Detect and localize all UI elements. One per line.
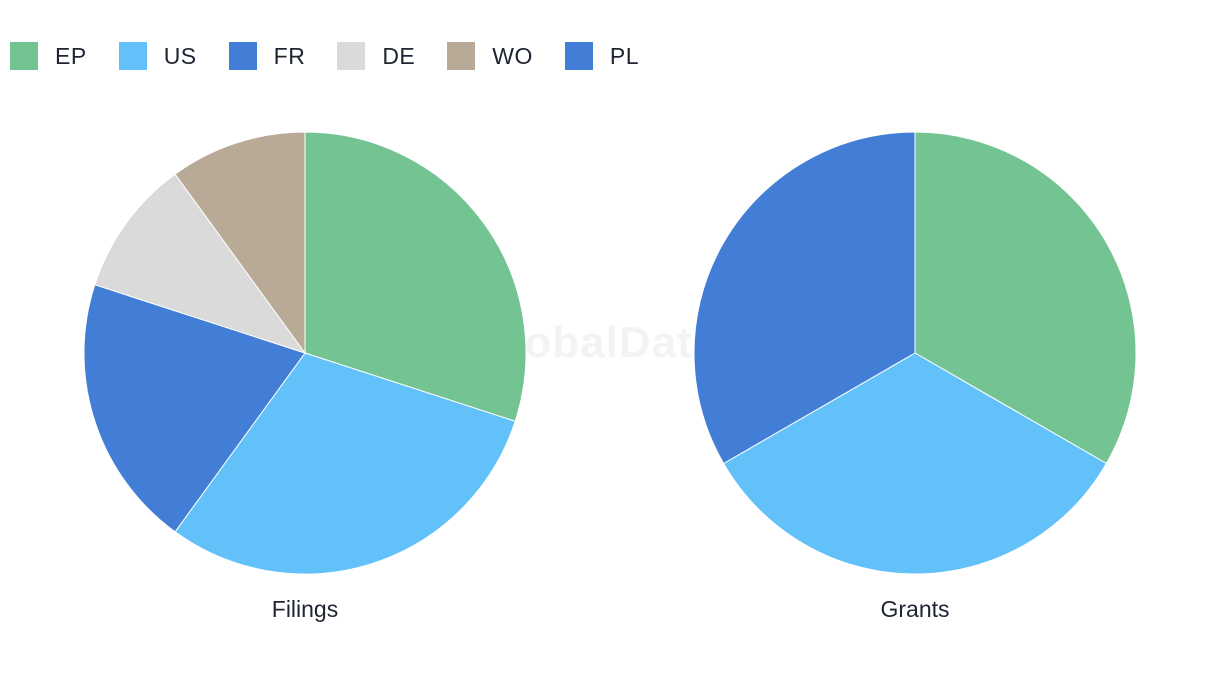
pie-title-grants: Grants bbox=[880, 596, 949, 622]
pie-slice-filings-ep[interactable] bbox=[304, 131, 527, 422]
pie-slice-grants-us[interactable] bbox=[722, 352, 1108, 575]
legend-swatch-pl bbox=[564, 42, 593, 70]
pie-slice-filings-de[interactable] bbox=[94, 173, 307, 354]
pie-chart-filings bbox=[83, 131, 527, 575]
legend-label-pl: PL bbox=[609, 42, 640, 69]
pie-slice-grants-ep[interactable] bbox=[914, 131, 1137, 465]
legend-label-us: US bbox=[163, 42, 197, 69]
legend-label-de: DE bbox=[382, 42, 416, 69]
legend-item-wo[interactable]: WO bbox=[447, 42, 533, 70]
pie-chart-grants bbox=[693, 131, 1137, 575]
legend-swatch-de bbox=[337, 42, 366, 70]
legend-item-fr[interactable]: FR bbox=[228, 42, 306, 70]
legend-label-wo: WO bbox=[492, 42, 533, 69]
pie-slice-filings-fr[interactable] bbox=[83, 284, 306, 533]
legend-item-de[interactable]: DE bbox=[337, 42, 415, 70]
pie-title-filings: Filings bbox=[272, 596, 338, 622]
legend-swatch-ep bbox=[10, 42, 38, 70]
pie-slice-filings-wo[interactable] bbox=[174, 131, 306, 355]
legend-label-ep: EP bbox=[55, 42, 87, 69]
legend-swatch-wo bbox=[447, 42, 476, 70]
legend-swatch-us bbox=[118, 42, 147, 70]
legend-swatch-fr bbox=[228, 42, 257, 70]
legend-item-ep[interactable]: EP bbox=[10, 42, 87, 70]
legend-item-pl[interactable]: PL bbox=[564, 42, 640, 70]
pie-slice-grants-pl[interactable] bbox=[693, 131, 916, 465]
legend-item-us[interactable]: US bbox=[118, 42, 197, 70]
pie-slice-filings-us[interactable] bbox=[174, 352, 516, 575]
chart-legend: EP US FR DE WO PL bbox=[10, 42, 671, 70]
legend-label-fr: FR bbox=[273, 42, 306, 69]
